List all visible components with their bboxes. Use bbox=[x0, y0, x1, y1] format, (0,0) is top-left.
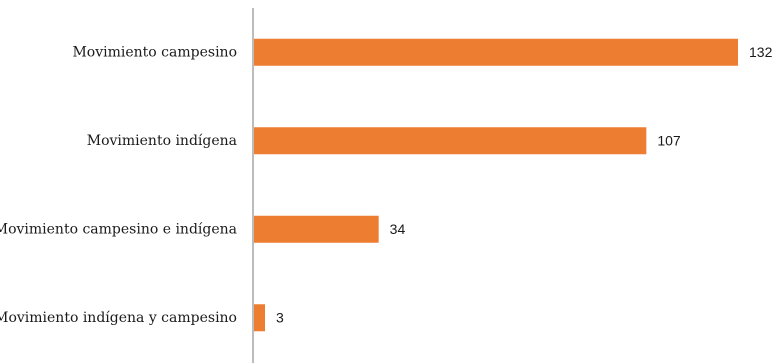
category-label: Movimiento campesino bbox=[72, 44, 237, 60]
category-labels-group: Movimiento campesino Movimiento indígena M… bbox=[0, 44, 237, 326]
data-label: 107 bbox=[657, 132, 681, 148]
data-label: 34 bbox=[390, 221, 406, 237]
data-label: 3 bbox=[276, 309, 284, 325]
bar bbox=[254, 127, 647, 155]
category-label: Movimiento indígena y campesino bbox=[0, 310, 237, 326]
category-label: Movimiento indígena bbox=[87, 133, 237, 149]
category-label: Movimiento campesino e indígena bbox=[0, 221, 237, 237]
bar bbox=[254, 304, 265, 332]
bar bbox=[254, 38, 738, 66]
bars-group bbox=[254, 38, 738, 332]
data-label: 132 bbox=[749, 44, 773, 60]
data-labels-group: 132 107 34 3 bbox=[276, 44, 773, 326]
bar bbox=[254, 215, 379, 243]
